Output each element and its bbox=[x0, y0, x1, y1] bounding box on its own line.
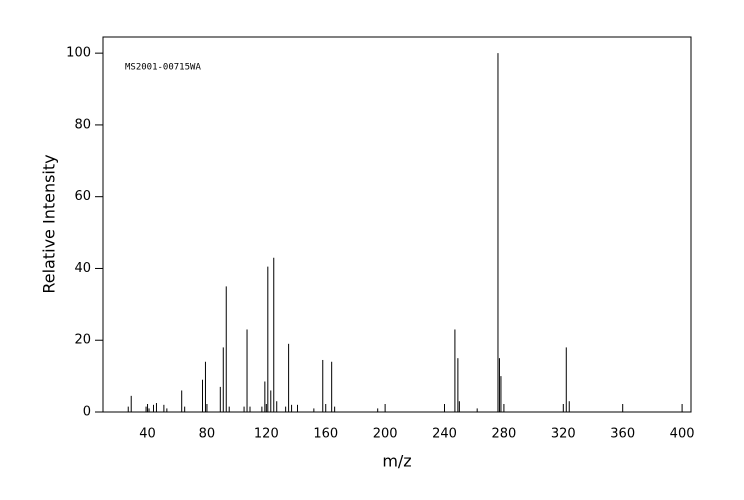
x-tick-label: 160 bbox=[313, 427, 338, 442]
x-tick-label: 240 bbox=[432, 427, 457, 442]
x-tick-label: 80 bbox=[199, 427, 216, 442]
plot-frame bbox=[102, 36, 692, 413]
x-tick-label: 400 bbox=[670, 427, 695, 442]
x-tick-label: 360 bbox=[610, 427, 635, 442]
y-tick-label: 80 bbox=[74, 117, 91, 132]
y-tick-label: 60 bbox=[74, 189, 91, 204]
y-axis-label: Relative Intensity bbox=[40, 154, 59, 293]
x-tick-label: 200 bbox=[373, 427, 398, 442]
x-axis-label: m/z bbox=[382, 452, 411, 471]
y-tick-label: 0 bbox=[83, 405, 91, 420]
annotation: MS2001-00715WA bbox=[125, 63, 201, 73]
x-tick-label: 320 bbox=[551, 427, 576, 442]
x-tick-label: 280 bbox=[491, 427, 516, 442]
y-tick-label: 20 bbox=[74, 333, 91, 348]
y-tick-label: 100 bbox=[66, 46, 91, 61]
x-tick-label: 120 bbox=[254, 427, 279, 442]
x-tick-label: 40 bbox=[139, 427, 156, 442]
y-tick-label: 40 bbox=[74, 261, 91, 276]
